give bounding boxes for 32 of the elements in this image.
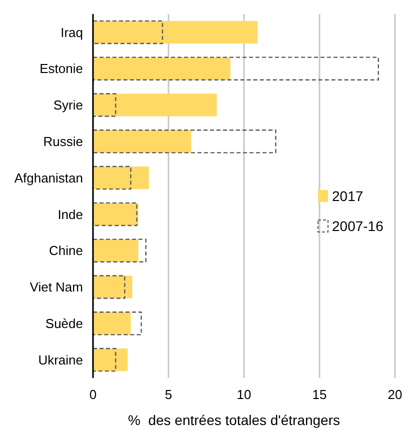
bar	[92, 166, 132, 190]
bar	[92, 56, 379, 80]
y-tick-label: Chine	[49, 243, 83, 258]
x-tick-label: 10	[236, 387, 252, 402]
x-tick-label: 20	[388, 387, 402, 402]
y-tick-label: Russie	[43, 134, 83, 149]
bar	[93, 348, 128, 372]
y-tick-label: Syrie	[53, 98, 83, 113]
bar	[93, 276, 132, 298]
bar	[93, 57, 230, 80]
bar	[93, 166, 149, 190]
y-tick-label: Estonie	[40, 61, 83, 76]
bar	[93, 312, 131, 335]
bar	[92, 20, 164, 44]
y-tick-label: Ukraine	[38, 352, 83, 368]
bar	[92, 238, 146, 262]
bar	[92, 130, 276, 154]
x-tick-label: 0	[89, 387, 97, 402]
x-tick-label: 5	[164, 387, 172, 402]
bar	[93, 130, 192, 153]
y-tick-label: Inde	[58, 206, 83, 222]
legend-label: 2007-16	[332, 218, 384, 234]
bar	[93, 20, 258, 44]
y-tick-label: Suède	[45, 316, 83, 331]
y-tick-label: Afghanistan	[14, 170, 83, 186]
x-tick-label: 15	[312, 387, 327, 402]
legend-label: 2017	[332, 188, 364, 204]
y-tick-label: Iraq	[60, 24, 83, 40]
y-tick-label: Viet Nam	[30, 280, 83, 295]
bar	[93, 94, 217, 116]
x-axis-title: % des entrées totales d'étrangers	[128, 412, 340, 428]
bar	[92, 312, 142, 336]
